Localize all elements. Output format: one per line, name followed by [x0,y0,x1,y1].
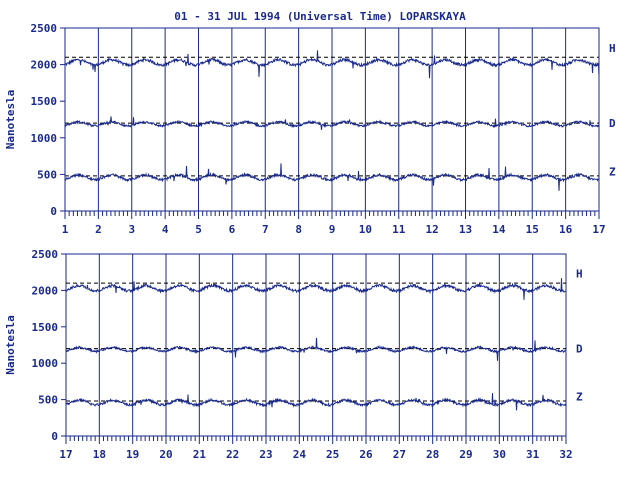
x-tick-label: 11 [392,223,406,236]
y-tick-label: 2500 [32,248,59,261]
y-axis-title: Nanotesla [4,315,17,375]
series-label-z: Z [609,165,616,178]
x-tick-label: 7 [262,223,269,236]
x-tick-label: 22 [226,448,239,461]
x-tick-label: 32 [559,448,572,461]
series-label-z: Z [576,391,583,404]
y-tick-label: 1500 [31,95,58,108]
y-tick-label: 1000 [31,132,58,145]
series-label-d: D [609,117,616,130]
x-tick-label: 18 [93,448,106,461]
series-label-d: D [576,343,583,356]
x-tick-label: 17 [592,223,605,236]
x-tick-label: 20 [159,448,172,461]
x-tick-label: 6 [229,223,236,236]
trace-z [65,393,567,411]
x-tick-label: 8 [295,223,302,236]
y-axis-title: Nanotesla [4,90,17,150]
x-tick-label: 15 [526,223,539,236]
y-tick-label: 0 [50,205,57,218]
x-tick-label: 25 [326,448,339,461]
trace-d [65,337,567,361]
x-tick-label: 23 [259,448,272,461]
x-tick-label: 2 [95,223,102,236]
x-tick-label: 12 [426,223,439,236]
x-tick-label: 26 [359,448,373,461]
x-tick-label: 24 [293,448,307,461]
chart-panel-1: 01 - 31 JUL 1994 (Universal Time) LOPARS… [4,10,616,236]
x-tick-label: 27 [393,448,406,461]
x-tick-label: 3 [128,223,135,236]
x-tick-label: 9 [329,223,336,236]
x-tick-label: 13 [459,223,472,236]
y-tick-label: 1000 [32,357,59,370]
y-tick-label: 2000 [32,284,59,297]
trace-h [64,50,600,79]
y-tick-label: 0 [51,430,58,443]
x-tick-label: 28 [426,448,439,461]
x-tick-label: 5 [195,223,202,236]
series-label-h: H [576,268,583,281]
x-tick-label: 19 [126,448,139,461]
x-tick-label: 1 [62,223,69,236]
y-tick-label: 2000 [31,59,58,72]
chart-panel-2: 17 18 19 20 21 22 23 24 25 26 27 28 29 30 31 32 0 500 1000… [4,248,583,461]
x-tick-label: 30 [493,448,506,461]
x-tick-label: 17 [59,448,72,461]
x-tick-label: 4 [162,223,169,236]
x-tick-label: 31 [526,448,540,461]
trace-d [64,116,600,130]
y-tick-label: 500 [37,168,57,181]
y-tick-label: 1500 [32,321,59,334]
x-tick-label: 16 [559,223,573,236]
y-tick-label: 500 [38,394,58,407]
series-label-h: H [609,42,616,55]
x-tick-label: 14 [492,223,506,236]
trace-h [65,278,567,300]
x-tick-label: 21 [193,448,207,461]
x-tick-label: 29 [459,448,472,461]
x-tick-label: 10 [359,223,372,236]
chart-title: 01 - 31 JUL 1994 (Universal Time) LOPARS… [174,10,466,23]
trace-z [64,163,600,191]
y-tick-label: 2500 [31,22,58,35]
